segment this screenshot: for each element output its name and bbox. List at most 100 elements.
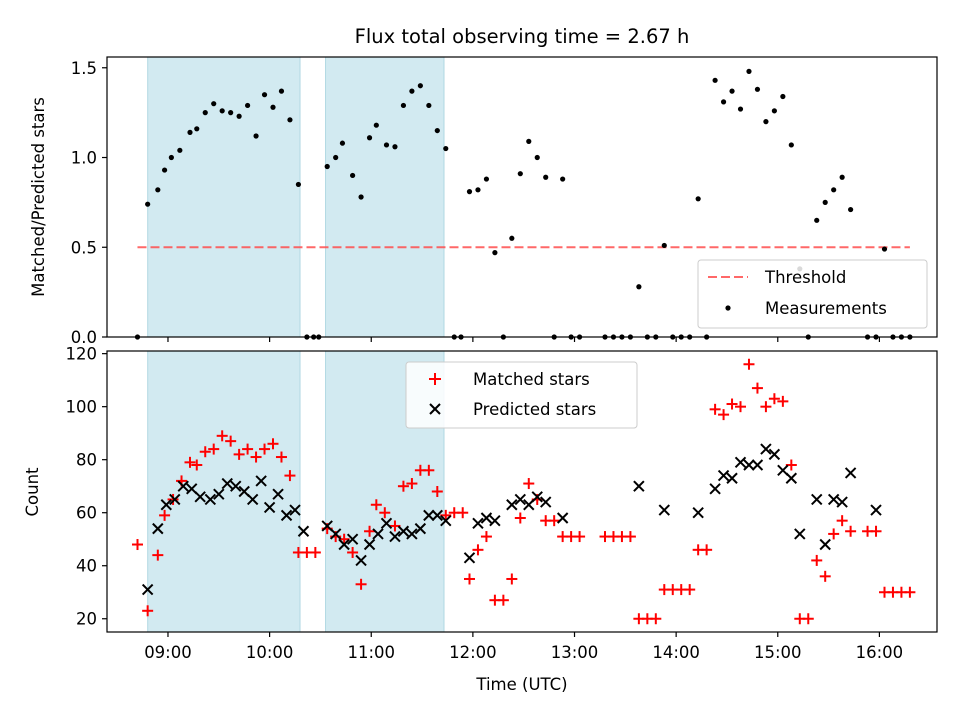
predicted-star-point <box>785 472 798 484</box>
predicted-star-point <box>463 552 476 564</box>
top-legend: Threshold Measurements <box>697 259 928 329</box>
matched-star-point <box>768 393 780 405</box>
predicted-star-point <box>169 493 181 506</box>
predicted-star-point <box>160 499 172 511</box>
matched-star-point <box>233 448 245 460</box>
predicted-star-point <box>272 488 284 500</box>
matched-star-point <box>735 401 747 413</box>
predicted-star-point <box>338 538 350 551</box>
matched-star-point <box>624 531 636 543</box>
measurement-point <box>443 145 449 152</box>
matched-star-point <box>463 573 475 585</box>
matched-star-point <box>389 520 401 532</box>
matched-star-point <box>167 493 179 505</box>
matched-star-point <box>184 456 196 468</box>
measurement-point <box>729 88 735 94</box>
measurement-point <box>270 104 276 110</box>
predicted-star-point <box>709 483 721 495</box>
measurement-point <box>509 235 515 241</box>
predicted-star-point <box>480 512 493 524</box>
matched-star-point <box>870 525 882 537</box>
measurement-point <box>161 167 168 173</box>
matched-star-point <box>370 499 382 511</box>
top-y-axis-title: Matched/Predicted stars <box>29 97 48 297</box>
measurement-point <box>560 176 566 182</box>
matched-star-point <box>364 525 376 537</box>
measurement-point <box>831 187 837 193</box>
bottom-y-axis-title: Count <box>23 467 42 517</box>
measurement-point <box>392 144 398 150</box>
measurement-point <box>187 129 193 135</box>
matched-star-point <box>159 509 171 521</box>
measurement-point <box>661 242 667 249</box>
measurement-point <box>526 138 532 144</box>
predicted-star-point <box>440 514 452 527</box>
measurement-point <box>712 77 718 83</box>
predicted-star-point <box>811 493 823 506</box>
bottom-panel: 20 40 60 80 100 120 09:00 10:00 11:00 12:00 13:00… <box>23 345 938 694</box>
legend-matched-swatch <box>429 373 441 385</box>
matched-star-point <box>718 409 730 421</box>
top-legend-box <box>697 259 928 329</box>
predicted-star-point <box>836 496 848 508</box>
matched-star-point <box>811 554 823 566</box>
y-tick-label: 0.5 <box>71 238 97 257</box>
matched-star-point <box>250 451 262 463</box>
legend-measurements-label: Measurements <box>765 299 887 318</box>
measurement-point <box>155 187 161 193</box>
predicted-stars-points <box>141 443 882 596</box>
measurement-point <box>194 126 200 132</box>
matched-star-point <box>684 584 696 596</box>
matched-star-point <box>347 546 359 558</box>
matched-star-point <box>777 395 789 407</box>
matched-star-point <box>574 531 586 543</box>
predicted-star-point <box>230 480 242 492</box>
predicted-star-point <box>506 499 518 511</box>
predicted-star-point <box>768 448 781 461</box>
measurement-point <box>177 147 183 153</box>
matched-star-point <box>284 470 296 482</box>
matched-star-point <box>406 478 418 490</box>
measurement-point <box>409 88 415 94</box>
measurement-point <box>822 199 828 205</box>
bottom-legend: Matched stars Predicted stars <box>405 361 638 429</box>
measurement-point <box>780 93 786 100</box>
predicted-star-point <box>423 509 435 522</box>
measurement-point <box>168 154 174 161</box>
measurement-point <box>839 174 845 180</box>
matched-star-point <box>142 605 154 617</box>
bottom-legend-box <box>405 361 638 429</box>
top-x-axis-ticks <box>167 337 881 342</box>
measurement-point <box>754 86 761 92</box>
predicted-star-point <box>213 488 225 500</box>
matched-star-point <box>548 515 560 527</box>
matched-star-point <box>259 443 271 455</box>
top-panel: 0.0 0.5 1.0 1.5 Matched/Predicted stars Thr… <box>29 56 938 347</box>
predicted-star-point <box>389 530 401 543</box>
measurement-point <box>763 119 769 125</box>
measurement-point <box>253 133 259 139</box>
measurement-point <box>466 189 473 195</box>
legend-measurements-swatch <box>725 305 731 311</box>
measurement-point <box>881 246 888 252</box>
measurement-point <box>417 83 423 89</box>
measurement-point <box>400 102 407 109</box>
matched-star-point <box>514 512 526 524</box>
predicted-star-point <box>819 538 831 551</box>
predicted-star-point <box>870 504 882 516</box>
matched-star-point <box>267 438 279 450</box>
observing-window-1 <box>147 350 301 633</box>
measurement-point <box>771 108 777 114</box>
matched-star-point <box>216 430 228 442</box>
predicted-star-point <box>297 525 310 537</box>
predicted-star-point <box>717 469 730 482</box>
measurement-point <box>426 102 432 109</box>
measurement-point <box>228 110 234 116</box>
matched-star-point <box>802 613 814 625</box>
matched-star-point <box>819 570 831 582</box>
predicted-star-point <box>289 504 301 516</box>
matched-star-point <box>152 549 164 561</box>
predicted-star-point <box>540 496 552 508</box>
y-tick-label: 80 <box>76 451 97 470</box>
